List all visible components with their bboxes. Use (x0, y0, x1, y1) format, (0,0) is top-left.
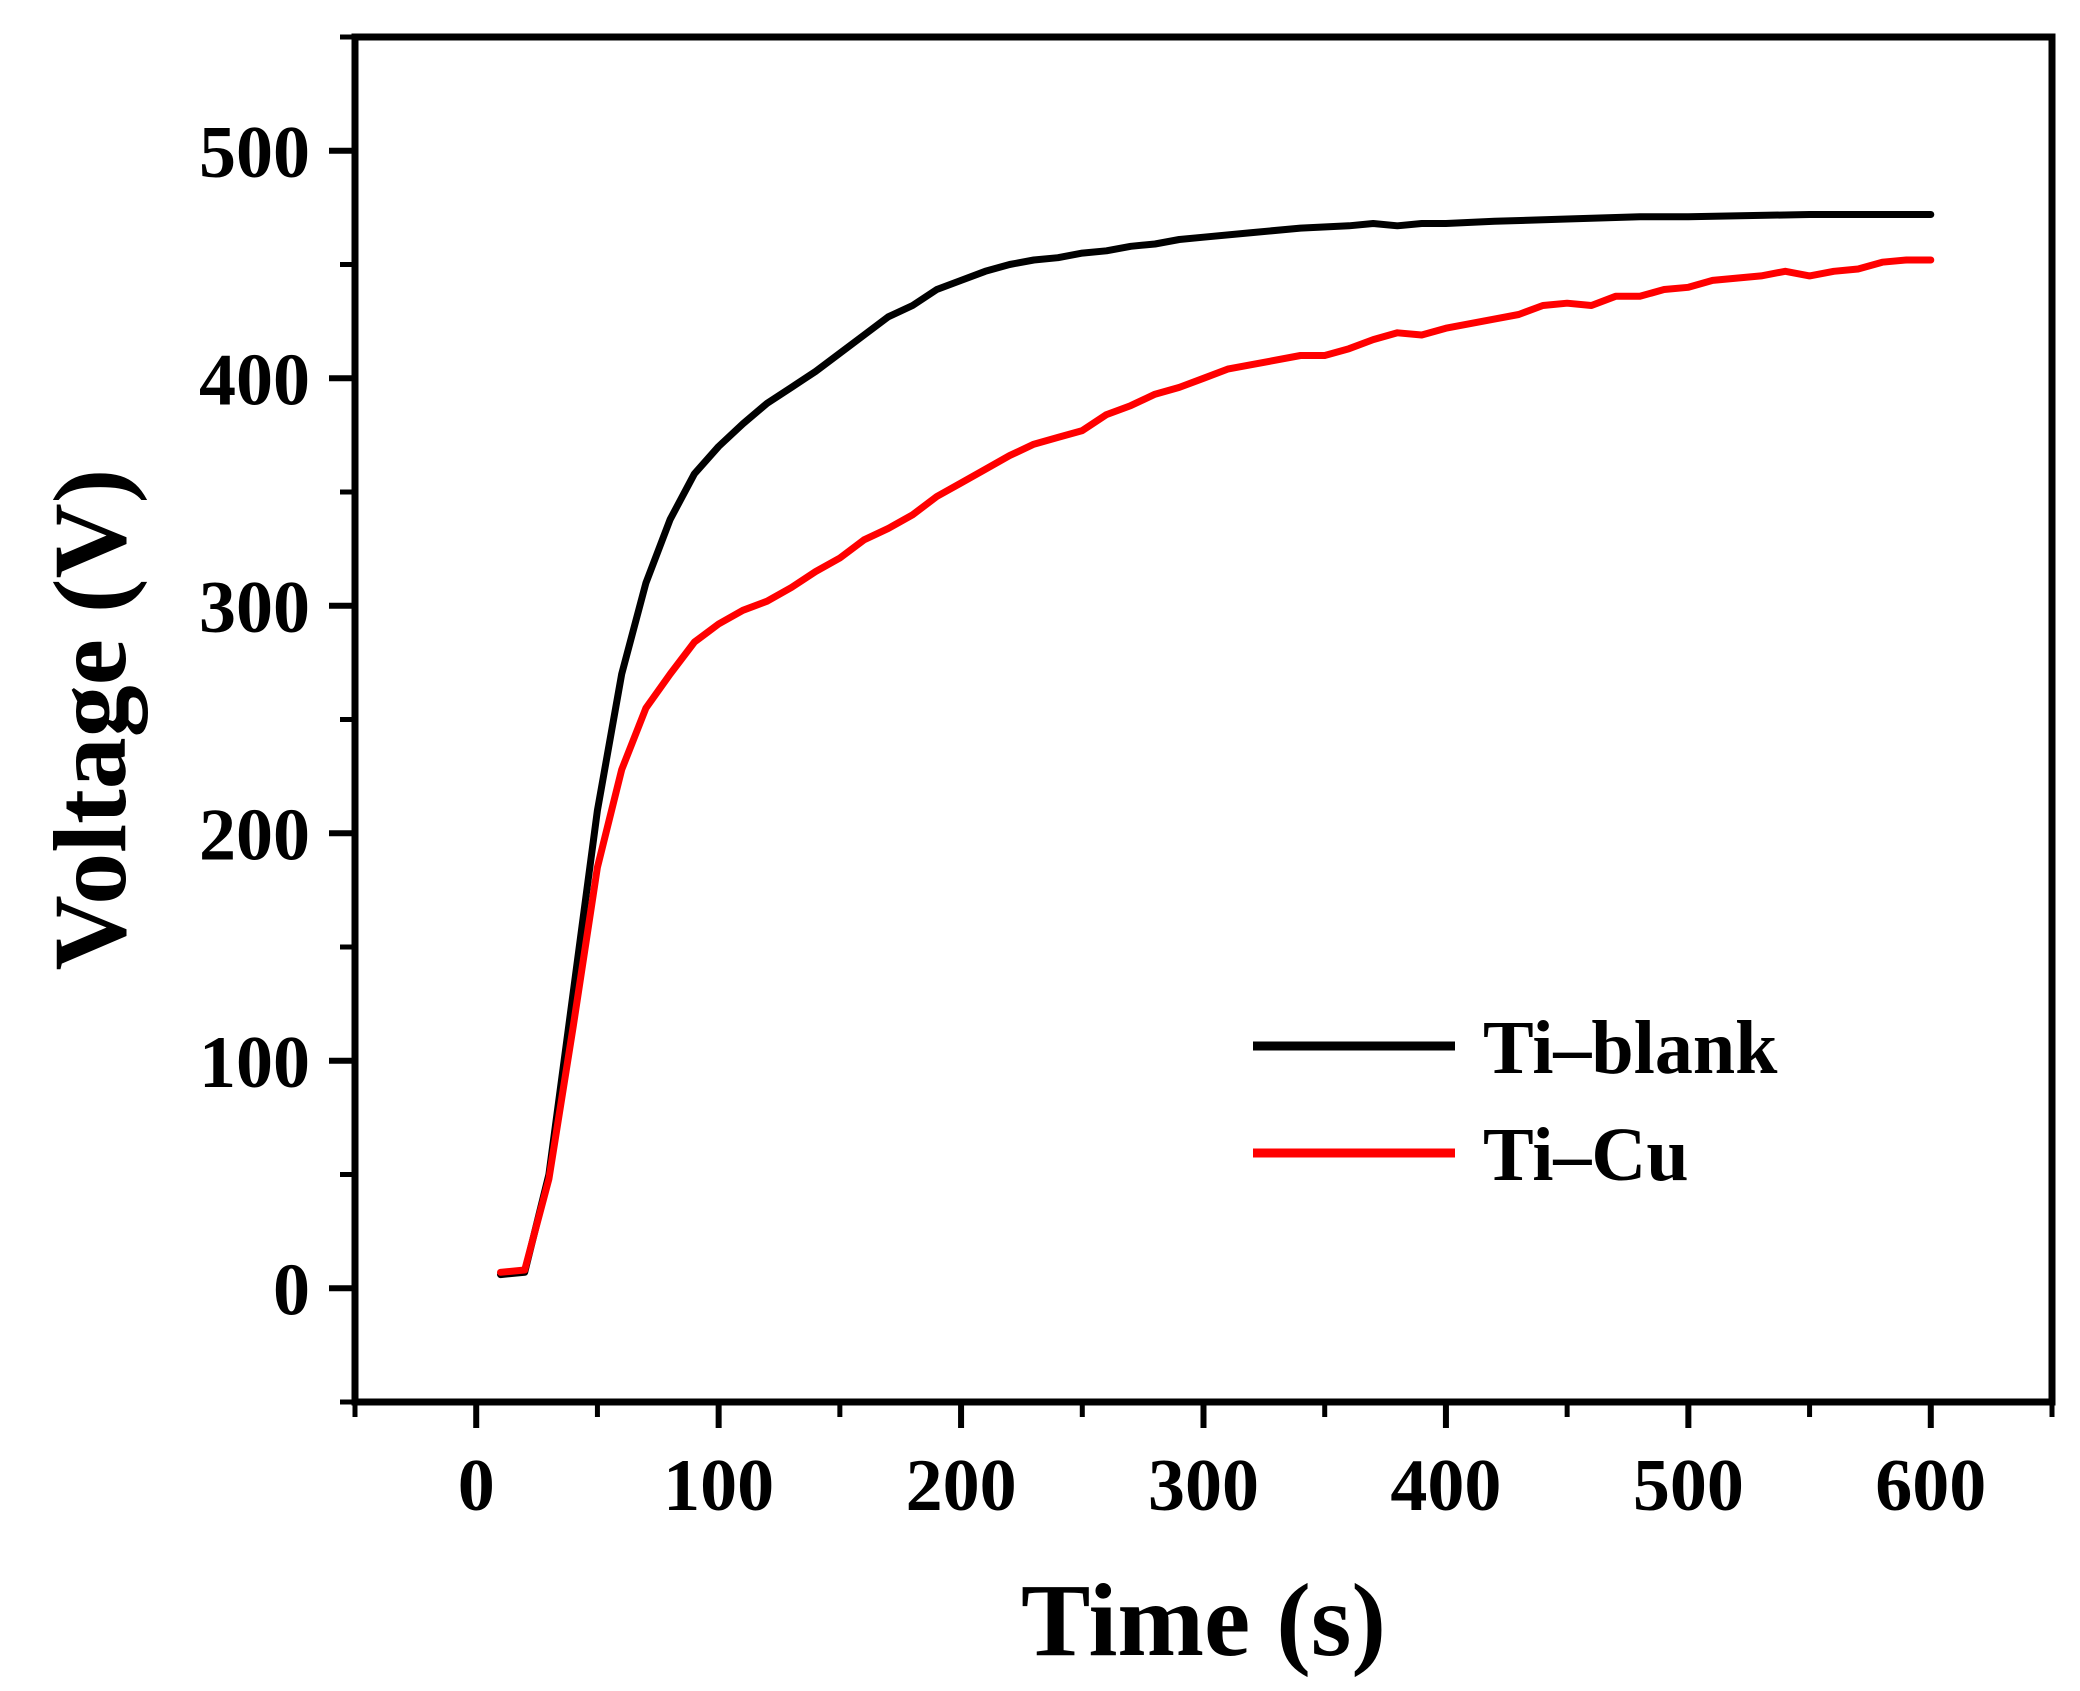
y-axis-title: Voltage (V) (33, 469, 148, 971)
x-tick-label-300: 300 (1148, 1445, 1259, 1527)
series-lines (497, 211, 1935, 1279)
x-tick-label-500: 500 (1633, 1445, 1744, 1527)
x-axis-title: Time (s) (1021, 1563, 1386, 1678)
x-tick-label-600: 600 (1875, 1445, 1986, 1527)
y-tick-label-500: 500 (199, 112, 310, 194)
y-tick-label-300: 300 (199, 567, 310, 649)
major-ticks (329, 147, 1934, 1428)
minor-ticks (340, 34, 2055, 1417)
x-tick-label-200: 200 (906, 1445, 1017, 1527)
y-tick-label-200: 200 (199, 794, 310, 876)
y-tick-label-100: 100 (199, 1022, 310, 1104)
legend-label-ti-cu: Ti–Cu (1483, 1113, 1689, 1197)
x-tick-label-0: 0 (458, 1445, 495, 1527)
x-tick-label-100: 100 (663, 1445, 774, 1527)
legend: Ti–blank Ti–Cu (1253, 1006, 1778, 1197)
y-tick-label-0: 0 (273, 1249, 310, 1331)
plot-frame (351, 33, 2056, 1406)
series-line-ti-blank (497, 211, 1935, 1279)
series-line-ti-cu (497, 256, 1935, 1276)
y-tick-label-400: 400 (199, 339, 310, 421)
tick-labels: 0 100 200 300 400 500 600 0 100 200 300 400 500 (199, 112, 1986, 1527)
legend-label-ti-blank: Ti–blank (1483, 1006, 1778, 1090)
x-tick-label-400: 400 (1390, 1445, 1501, 1527)
